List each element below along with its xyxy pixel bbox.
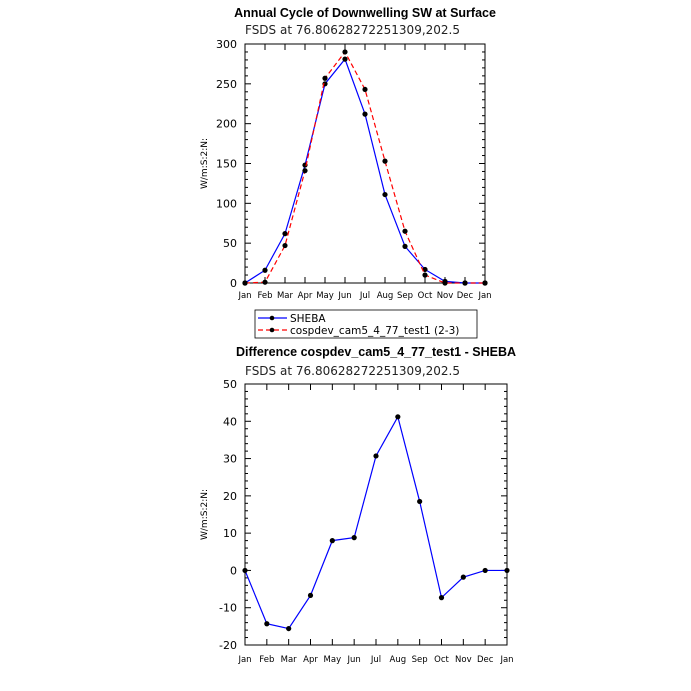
- data-point: [402, 228, 408, 234]
- y-tick-label: 150: [216, 158, 237, 171]
- data-point: [282, 231, 288, 237]
- x-tick-label: Oct: [418, 291, 433, 301]
- x-tick-label: Nov: [455, 655, 472, 665]
- data-point: [262, 267, 268, 273]
- x-tick-label: Jul: [359, 291, 370, 301]
- legend-box: [254, 309, 478, 339]
- x-tick-label: Jun: [337, 291, 351, 301]
- data-point: [373, 453, 379, 459]
- legend-label-1: SHEBA: [290, 313, 326, 325]
- x-tick-label: May: [324, 655, 342, 665]
- x-tick-label: Nov: [437, 291, 454, 301]
- x-tick-label: Jan: [477, 291, 491, 301]
- series-line-1: [244, 415, 507, 630]
- x-tick-label: Aug: [390, 655, 407, 665]
- plot-frame: [244, 383, 508, 646]
- legend-label-2: cospdev_cam5_4_77_test1 (2-3): [290, 325, 459, 337]
- data-point: [242, 567, 248, 574]
- data-point: [302, 168, 308, 174]
- data-point: [351, 535, 357, 541]
- series-line-1: [244, 57, 485, 284]
- data-point: [362, 86, 368, 93]
- x-tick-label: Sep: [412, 655, 428, 665]
- y-tick-label: 0: [230, 277, 237, 290]
- data-point: [462, 280, 468, 286]
- data-point: [482, 280, 488, 286]
- data-point: [262, 279, 268, 285]
- legend-marker: [269, 315, 275, 321]
- x-tick-label: Dec: [477, 655, 494, 665]
- x-tick-label: Dec: [457, 291, 474, 301]
- chart-panel-1: Annual Cycle of Downwelling SW at Surfac…: [200, 6, 496, 339]
- chart-subtitle: FSDS at 76.80628272251309,202.5: [245, 23, 460, 37]
- y-tick-label: 20: [223, 490, 237, 503]
- y-tick-label: 0: [230, 564, 237, 577]
- y-tick-label: 40: [223, 415, 237, 428]
- x-tick-label: Jan: [499, 655, 513, 665]
- data-point: [504, 567, 510, 574]
- y-tick-label: 50: [223, 378, 237, 391]
- chart-subtitle: FSDS at 76.80628272251309,202.5: [245, 364, 460, 378]
- y-tick-label: -10: [219, 602, 237, 615]
- data-point: [482, 567, 488, 574]
- x-tick-label: Apr: [298, 291, 313, 301]
- y-tick-label: 300: [216, 38, 237, 51]
- data-point: [282, 242, 288, 249]
- data-point: [422, 272, 428, 278]
- data-point: [342, 49, 348, 55]
- y-tick-label: 200: [216, 118, 237, 131]
- data-point: [286, 625, 292, 632]
- data-point: [442, 280, 448, 286]
- y-tick-label: 30: [223, 453, 237, 466]
- x-tick-label: Apr: [303, 655, 318, 665]
- data-point: [382, 191, 388, 198]
- data-point: [322, 75, 328, 81]
- data-point: [460, 574, 466, 580]
- data-point: [402, 243, 408, 249]
- series-line-2: [244, 50, 485, 284]
- x-tick-label: Feb: [257, 291, 272, 301]
- chart-title: Annual Cycle of Downwelling SW at Surfac…: [234, 6, 496, 20]
- y-tick-label: 10: [223, 527, 237, 540]
- x-tick-label: Feb: [259, 655, 274, 665]
- data-point: [264, 621, 270, 627]
- x-tick-label: Mar: [277, 291, 294, 301]
- y-tick-label: 100: [216, 197, 237, 210]
- plot-frame: [244, 43, 486, 284]
- data-point: [417, 498, 423, 505]
- data-point: [395, 414, 401, 420]
- x-tick-label: Sep: [397, 291, 413, 301]
- x-tick-label: May: [316, 291, 334, 301]
- data-point: [342, 56, 348, 62]
- x-tick-label: Oct: [434, 655, 449, 665]
- data-point: [382, 158, 388, 164]
- x-tick-label: Jul: [370, 655, 381, 665]
- y-tick-label: 50: [223, 237, 237, 250]
- y-axis-label: W/m:S:2:N:: [200, 489, 210, 540]
- y-axis-label: W/m:S:2:N:: [200, 138, 210, 189]
- data-point: [307, 592, 314, 599]
- legend-marker: [269, 327, 275, 333]
- y-tick-label: 250: [216, 78, 237, 91]
- x-tick-label: Jun: [347, 655, 361, 665]
- x-tick-label: Aug: [377, 291, 394, 301]
- data-point: [242, 280, 248, 286]
- chart-title: Difference cospdev_cam5_4_77_test1 - SHE…: [236, 345, 516, 359]
- y-tick-label: -20: [219, 639, 237, 652]
- x-tick-label: Jan: [237, 291, 251, 301]
- data-point: [438, 595, 445, 601]
- x-tick-label: Jan: [237, 655, 251, 665]
- x-tick-label: Mar: [281, 655, 298, 665]
- data-point: [362, 111, 368, 117]
- chart-panel-2: Difference cospdev_cam5_4_77_test1 - SHE…: [200, 345, 516, 665]
- data-point: [329, 538, 335, 544]
